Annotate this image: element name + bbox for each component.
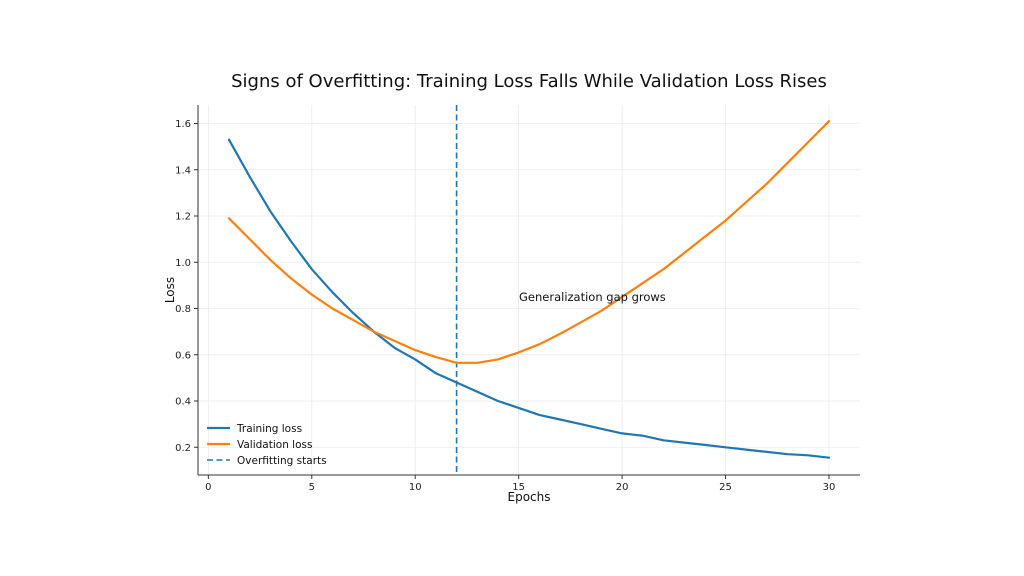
grid xyxy=(198,105,860,475)
x-tick-label-25: 25 xyxy=(719,482,732,493)
x-tick-label-10: 10 xyxy=(409,482,422,493)
chart-title: Signs of Overfitting: Training Loss Fall… xyxy=(231,71,827,92)
legend-label-training: Training loss xyxy=(236,423,302,435)
y-tick-label-1: 0.4 xyxy=(175,397,191,408)
legend-label-overfitting: Overfitting starts xyxy=(237,455,327,467)
x-tick-label-0: 0 xyxy=(205,482,211,493)
y-tick-label-7: 1.6 xyxy=(175,119,191,130)
y-tick-label-6: 1.4 xyxy=(175,165,191,176)
y-axis-label: Loss xyxy=(163,277,177,303)
series-line-training xyxy=(227,138,831,459)
axes xyxy=(197,105,860,476)
y-tick-label-0: 0.2 xyxy=(175,443,191,454)
x-tick-label-20: 20 xyxy=(616,482,629,493)
y-tick-label-3: 0.8 xyxy=(175,304,191,315)
x-axis-label: Epochs xyxy=(508,490,551,504)
x-tick-label-5: 5 xyxy=(309,482,315,493)
y-tick-label-2: 0.6 xyxy=(175,350,191,361)
series-layer xyxy=(227,120,831,459)
annotation-generalization-gap: Generalization gap grows xyxy=(519,290,666,304)
y-tick-label-4: 1.0 xyxy=(175,258,191,269)
x-ticks: 0 5 10 15 20 25 30 xyxy=(205,475,835,493)
x-tick-label-30: 30 xyxy=(823,482,836,493)
y-ticks: 0.2 0.4 0.6 0.8 1.0 1.2 1.4 1.6 xyxy=(175,119,198,454)
series-line-validation xyxy=(227,120,831,364)
y-tick-label-5: 1.2 xyxy=(175,212,191,223)
legend: Training loss Validation loss Overfittin… xyxy=(207,423,327,467)
x-tick-label-15: 15 xyxy=(512,482,525,493)
legend-label-validation: Validation loss xyxy=(237,439,312,451)
